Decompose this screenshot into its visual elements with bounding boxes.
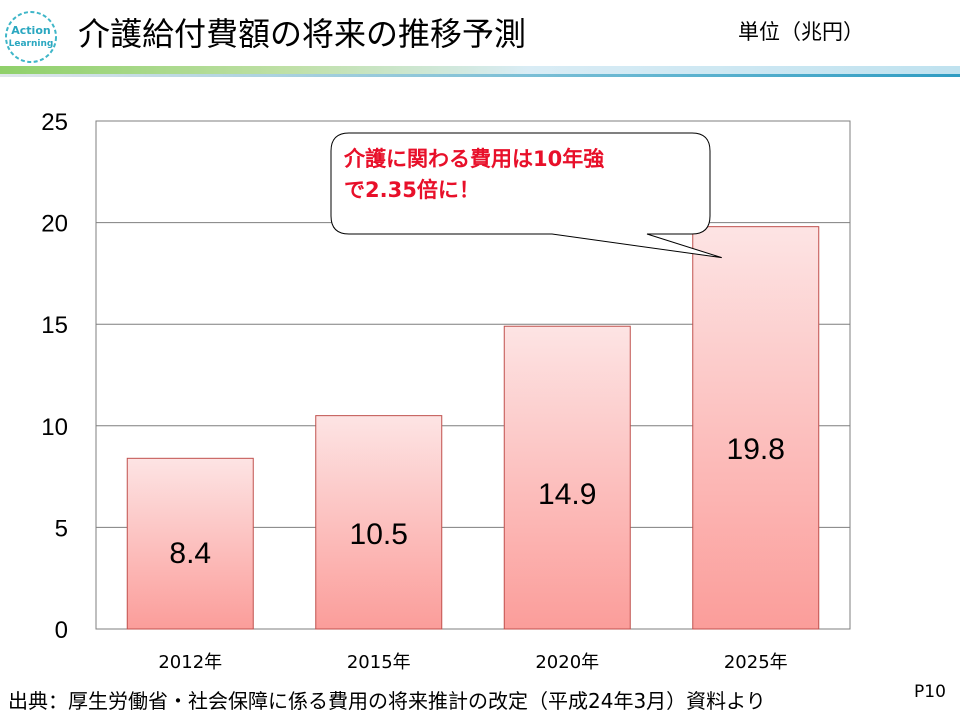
action-learning-logo: Action Learning: [5, 11, 57, 63]
data-label: 19.8: [727, 433, 785, 466]
axes: 0 5 10 15 20 25 2012年 2015年 2020年 2025年: [41, 109, 787, 673]
bar-2025年: [692, 226, 820, 630]
bar-2012年: [126, 457, 254, 630]
logo-text-line-1: Action: [11, 24, 50, 37]
header-divider: [0, 66, 960, 80]
y-tick-label: 15: [41, 312, 68, 339]
y-tick-label: 20: [41, 211, 68, 238]
y-tick-label: 25: [41, 109, 68, 136]
x-tick-label: 2025年: [724, 652, 788, 673]
unit-label: 単位（兆円）: [738, 20, 864, 44]
bars: 8.4 10.5 14.9 19.8: [126, 226, 820, 630]
bar-2015年: [315, 415, 443, 630]
data-label: 14.9: [538, 478, 596, 511]
x-tick-label: 2020年: [535, 652, 599, 673]
callout-text-line: 介護に関わる費用は10年強: [343, 147, 604, 171]
y-tick-label: 5: [55, 515, 68, 542]
data-label: 10.5: [350, 518, 408, 551]
data-label: 8.4: [169, 537, 211, 570]
page-title: 介護給付費額の将来の推移予測: [78, 15, 527, 53]
callout-text-line: で2.35倍に！: [344, 178, 480, 202]
source-citation: 出典：厚生労働省・社会保障に係る費用の将来推計の改定（平成24年3月）資料より: [8, 689, 766, 713]
bar-2020年: [503, 325, 631, 630]
x-tick-label: 2015年: [347, 652, 411, 673]
page-number: P10: [914, 682, 946, 702]
y-tick-label: 0: [55, 617, 68, 644]
callout-bubble: [330, 132, 722, 259]
plot-area-border: [95, 120, 851, 630]
x-tick-label: 2012年: [158, 652, 222, 673]
y-tick-label: 10: [41, 414, 68, 441]
logo-text-line-2: Learning: [9, 39, 54, 49]
